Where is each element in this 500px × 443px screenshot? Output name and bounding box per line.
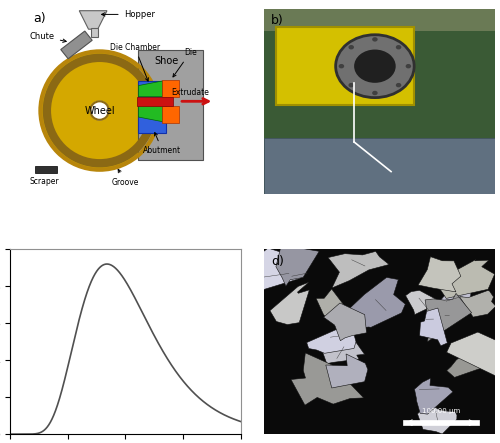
Polygon shape	[270, 282, 310, 325]
Polygon shape	[80, 11, 107, 29]
Polygon shape	[291, 353, 364, 405]
Bar	[35, 166, 57, 172]
Text: 100.00 μm: 100.00 μm	[422, 408, 460, 414]
Circle shape	[354, 50, 396, 83]
Polygon shape	[138, 81, 162, 97]
Polygon shape	[306, 325, 356, 353]
Bar	[264, 138, 495, 194]
Polygon shape	[316, 289, 345, 317]
Polygon shape	[420, 308, 448, 346]
Polygon shape	[446, 332, 500, 379]
Text: b): b)	[271, 15, 283, 27]
Circle shape	[372, 91, 378, 95]
Text: Die Chamber: Die Chamber	[110, 43, 160, 81]
Polygon shape	[350, 277, 406, 328]
Text: a): a)	[33, 12, 46, 25]
Text: Groove: Groove	[112, 169, 139, 187]
Polygon shape	[406, 290, 438, 315]
Circle shape	[372, 37, 378, 42]
Text: Scraper: Scraper	[30, 177, 59, 186]
Bar	[138, 97, 172, 106]
Polygon shape	[438, 291, 473, 317]
Polygon shape	[321, 336, 364, 364]
Polygon shape	[434, 260, 494, 299]
Circle shape	[406, 64, 411, 68]
Bar	[92, 28, 98, 37]
Text: Abutment: Abutment	[144, 132, 182, 155]
Polygon shape	[328, 251, 389, 288]
Bar	[138, 50, 203, 160]
Circle shape	[348, 83, 354, 87]
Text: Extrudate: Extrudate	[171, 88, 208, 97]
Polygon shape	[324, 303, 366, 341]
Bar	[276, 27, 414, 105]
Circle shape	[40, 51, 159, 170]
Polygon shape	[414, 378, 453, 414]
Polygon shape	[326, 354, 368, 388]
Bar	[264, 9, 495, 31]
Text: Wheel: Wheel	[84, 105, 115, 116]
Polygon shape	[254, 248, 300, 290]
Circle shape	[90, 101, 109, 120]
Circle shape	[396, 83, 402, 87]
Bar	[162, 106, 179, 123]
Text: d): d)	[271, 255, 284, 268]
Bar	[138, 81, 166, 133]
Circle shape	[348, 45, 354, 50]
Circle shape	[396, 45, 402, 50]
Circle shape	[336, 35, 414, 97]
Polygon shape	[138, 106, 162, 122]
Text: Shoe: Shoe	[154, 56, 178, 66]
Polygon shape	[418, 400, 457, 434]
Polygon shape	[460, 291, 496, 317]
Text: Hopper: Hopper	[102, 10, 154, 19]
Bar	[162, 80, 179, 97]
Text: Die: Die	[173, 48, 197, 77]
Polygon shape	[446, 358, 483, 377]
Polygon shape	[276, 245, 319, 286]
Polygon shape	[425, 293, 472, 342]
Circle shape	[338, 64, 344, 68]
Text: Chute: Chute	[30, 32, 66, 43]
Bar	[402, 420, 479, 425]
Polygon shape	[61, 31, 92, 59]
Polygon shape	[418, 256, 461, 292]
